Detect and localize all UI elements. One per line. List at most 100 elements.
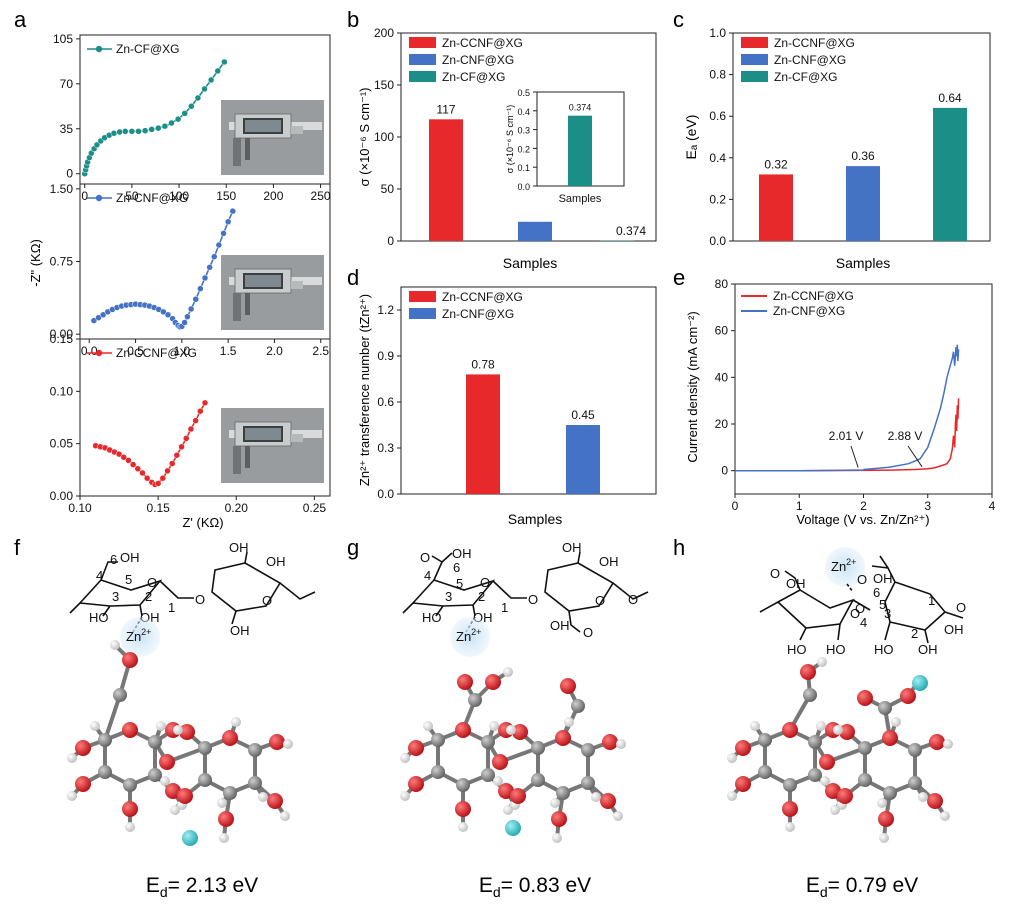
series-line <box>735 398 960 472</box>
data-point <box>174 115 182 123</box>
formula-atom-label: O <box>770 566 780 581</box>
oxygen-atom <box>782 801 798 817</box>
y-tick-label: 0.75 <box>50 255 74 269</box>
bar-value-label: 117 <box>436 102 455 116</box>
panel-a-ylabel: -Z" (KΩ) <box>28 239 43 287</box>
y-tick-label: 0.3 <box>517 126 530 136</box>
zn-ion-glow <box>825 547 865 587</box>
y-tick-label: 70 <box>60 77 74 91</box>
data-point <box>197 407 204 415</box>
series-line <box>83 61 225 174</box>
panel-d-transference: 0.0 0.3 0.6 0.9 1.2 0.78 Zn-CCNF@XG 0.45 Zn-CNF@… <box>357 286 657 527</box>
hydrogen-atom <box>90 721 100 731</box>
annotation-arrow <box>850 445 859 468</box>
legend-swatch <box>741 71 768 82</box>
panel-b-conductivity: 050100150200117Zn-CCNF@XG18.5Zn-CNF@XG0.… <box>357 26 657 271</box>
formula-atom-label: O <box>420 550 430 565</box>
formula-atom-label: OH <box>550 618 570 633</box>
panel-label-h: h <box>673 535 685 560</box>
x-tick-label: 2.0 <box>266 344 283 358</box>
panel-b-xlabel: Samples <box>503 255 557 271</box>
formula-atom-label: O <box>262 593 272 608</box>
ball-and-stick-model <box>727 657 953 843</box>
oxygen-atom <box>267 793 283 809</box>
carbon-atom <box>123 778 137 792</box>
legend-label: Zn-CCNF@XG <box>773 289 854 303</box>
x-tick-label: 0 <box>81 189 88 203</box>
data-point <box>128 128 136 135</box>
formula-atom-label: O <box>850 606 860 621</box>
zn-ion-label: Zn2+ <box>831 557 856 574</box>
data-point <box>161 122 169 130</box>
bar <box>933 107 967 241</box>
oxygen-atom <box>735 776 751 792</box>
data-point <box>206 264 213 271</box>
hydrogen-atom <box>943 739 953 749</box>
hydrogen-atom <box>830 805 840 815</box>
hydrogen-atom <box>940 811 950 821</box>
carbon-atom <box>98 765 112 779</box>
hydrogen-atom <box>170 805 180 815</box>
data-point <box>116 128 123 136</box>
y-tick-label: 0.10 <box>50 384 74 398</box>
carbon-atom <box>198 741 212 755</box>
inset-bar <box>568 115 592 186</box>
formula-atom-label: O <box>855 601 865 616</box>
carbon-atom <box>581 776 595 790</box>
bar <box>566 425 600 494</box>
bar <box>518 221 552 241</box>
hydrogen-atom <box>493 776 503 786</box>
data-point <box>215 241 223 249</box>
data-point <box>110 130 118 137</box>
formula-atom-label: 4 <box>860 615 867 630</box>
x-tick-label: 150 <box>216 189 236 203</box>
formula-atom-label: 6 <box>453 560 460 575</box>
data-point <box>93 141 101 149</box>
data-point <box>134 465 142 473</box>
data-point <box>115 450 123 458</box>
panel-c-xlabel: Samples <box>836 255 890 271</box>
zinc-ion <box>182 830 198 846</box>
panel-f-molecule: 6 OH 4 5 3 2 HO OH 1 O OH OH O OH O Zn2+… <box>67 540 316 900</box>
hydrogen-atom <box>67 791 77 801</box>
oxygen-atom <box>122 801 138 817</box>
carbon-atom <box>223 786 237 800</box>
carbon-atom <box>808 768 822 782</box>
legend-swatch <box>409 291 436 302</box>
oxygen-atom <box>857 690 873 706</box>
carbon-atom <box>198 773 212 787</box>
skeletal-formula <box>69 551 316 633</box>
oxygen-atom <box>179 724 195 740</box>
hydrogen-atom <box>125 822 135 832</box>
hydrogen-atom <box>506 725 516 735</box>
bar-value-label: 0.64 <box>938 91 962 105</box>
inset-background <box>492 86 639 216</box>
x-tick-label: 2 <box>860 499 867 513</box>
oxygen-atom <box>122 722 138 738</box>
data-point <box>201 85 208 93</box>
carbon-atom <box>571 699 585 713</box>
binding-energy-g: Ed= 0.83 eV <box>479 874 591 900</box>
data-point <box>187 425 195 433</box>
hydrogen-atom <box>110 640 120 650</box>
hydrogen-atom <box>503 667 513 677</box>
carbon-atom <box>803 688 817 702</box>
bar-value-label: 0.32 <box>764 157 788 171</box>
x-tick-label: 2.5 <box>312 344 329 358</box>
oxygen-atom <box>900 688 916 704</box>
axes-frame <box>400 286 657 495</box>
y-tick-label: 0.6 <box>377 395 394 409</box>
y-tick-label: 150 <box>374 78 394 92</box>
formula-atom-label: HO <box>874 642 894 657</box>
skeletal-labels: OH O 6 4 5 3 2 HO OH 1 O OH OH O O OH O … <box>420 540 638 640</box>
legend-marker <box>95 349 103 357</box>
hydrogen-atom <box>423 721 433 731</box>
data-point <box>129 461 137 468</box>
data-point <box>187 305 195 313</box>
data-point <box>207 76 215 84</box>
carbon-atom <box>783 778 797 792</box>
carbon-atom <box>858 773 872 787</box>
data-point <box>192 417 199 424</box>
legend-label: Zn-CF@XG <box>442 70 506 84</box>
